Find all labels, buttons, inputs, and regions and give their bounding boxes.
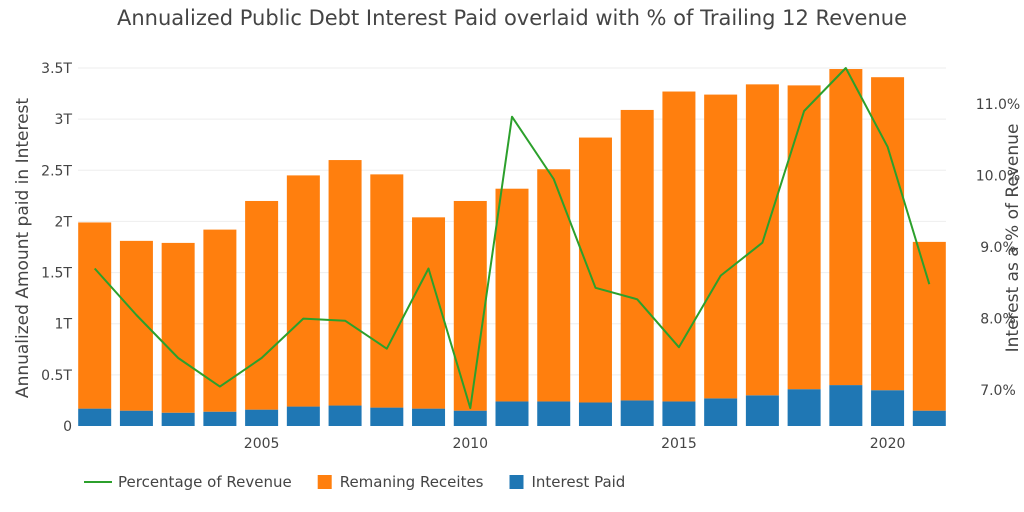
y2-tick-label: 8.0%	[980, 312, 1016, 328]
legend: Percentage of Revenue Remaning Receites In…	[84, 473, 625, 491]
bar-remaining-receipts	[495, 188, 529, 402]
legend-item: Remaning Receites	[317, 473, 484, 491]
bar-interest-paid	[370, 407, 404, 426]
y-tick-label: 0	[63, 419, 72, 435]
bar-remaining-receipts	[662, 91, 696, 402]
y-tick-label: 3.5T	[41, 61, 72, 77]
y-tick-label: 1T	[55, 317, 73, 333]
bar-remaining-receipts	[328, 160, 362, 406]
bar-interest-paid	[829, 385, 863, 426]
y-tick-label: 2T	[55, 214, 73, 230]
bars-layer	[78, 69, 946, 426]
y-tick-label: 0.5T	[41, 368, 72, 384]
bar-interest-paid	[704, 398, 738, 426]
x-tick-label: 2015	[661, 436, 697, 452]
bar-remaining-receipts	[829, 69, 863, 386]
bar-interest-paid	[578, 402, 612, 426]
y-tick-label: 2.5T	[41, 163, 72, 179]
bar-remaining-receipts	[161, 242, 195, 413]
bar-remaining-receipts	[620, 109, 654, 401]
bar-interest-paid	[787, 389, 821, 426]
legend-swatch-square	[317, 475, 332, 489]
bar-interest-paid	[203, 411, 237, 426]
legend-swatch-square	[509, 475, 524, 489]
bar-remaining-receipts	[578, 137, 612, 403]
bar-remaining-receipts	[787, 85, 821, 390]
bar-remaining-receipts	[912, 241, 946, 411]
x-tick-label: 2005	[244, 436, 280, 452]
legend-label: Percentage of Revenue	[118, 473, 292, 491]
y2-tick-label: 11.0%	[976, 97, 1020, 113]
bar-interest-paid	[620, 400, 654, 426]
legend-label: Interest Paid	[532, 473, 626, 491]
legend-label: Remaning Receites	[340, 473, 484, 491]
bar-interest-paid	[871, 390, 905, 426]
x-tick-label: 2010	[452, 436, 488, 452]
legend-item: Percentage of Revenue	[84, 473, 292, 491]
bar-remaining-receipts	[370, 174, 404, 408]
axes-layer: 0 0.5T 1T 1.5T 2T 2.5T 3T 3.5T 7.0% 8.0% 9.0% 10.0%…	[41, 61, 1020, 452]
line-percentage-of-revenue	[93, 67, 931, 410]
bar-interest-paid	[286, 406, 320, 426]
chart-title: Annualized Public Debt Interest Paid ove…	[116, 6, 908, 30]
y-axis-title: Annualized Amount paid in Interest	[13, 98, 33, 398]
y2-tick-label: 7.0%	[980, 383, 1016, 399]
bar-interest-paid	[119, 410, 153, 426]
y-tick-label: 3T	[55, 112, 73, 128]
bar-interest-paid	[328, 405, 362, 426]
bar-remaining-receipts	[412, 217, 446, 409]
bar-interest-paid	[412, 408, 446, 426]
bar-remaining-receipts	[871, 77, 905, 391]
y-tick-label: 1.5T	[41, 266, 72, 282]
bar-interest-paid	[912, 410, 946, 426]
line-layer	[93, 67, 931, 410]
bar-interest-paid	[745, 395, 779, 426]
bar-remaining-receipts	[203, 229, 237, 412]
bar-interest-paid	[245, 409, 279, 426]
bar-remaining-receipts	[78, 222, 112, 409]
bar-remaining-receipts	[245, 200, 279, 410]
y2-axis-title: Interest as a % of Revenue	[1003, 124, 1023, 353]
bar-interest-paid	[161, 412, 195, 426]
y2-tick-label: 9.0%	[980, 240, 1016, 256]
bar-interest-paid	[662, 401, 696, 426]
x-tick-label: 2020	[870, 436, 906, 452]
y2-tick-label: 10.0%	[976, 168, 1020, 184]
bar-remaining-receipts	[704, 94, 738, 399]
bar-remaining-receipts	[537, 169, 571, 402]
bar-remaining-receipts	[286, 175, 320, 407]
bar-interest-paid	[495, 401, 529, 426]
bar-interest-paid	[453, 410, 487, 426]
bar-interest-paid	[537, 401, 571, 426]
bar-remaining-receipts	[453, 200, 487, 411]
legend-item: Interest Paid	[509, 473, 626, 491]
bar-interest-paid	[78, 408, 112, 426]
